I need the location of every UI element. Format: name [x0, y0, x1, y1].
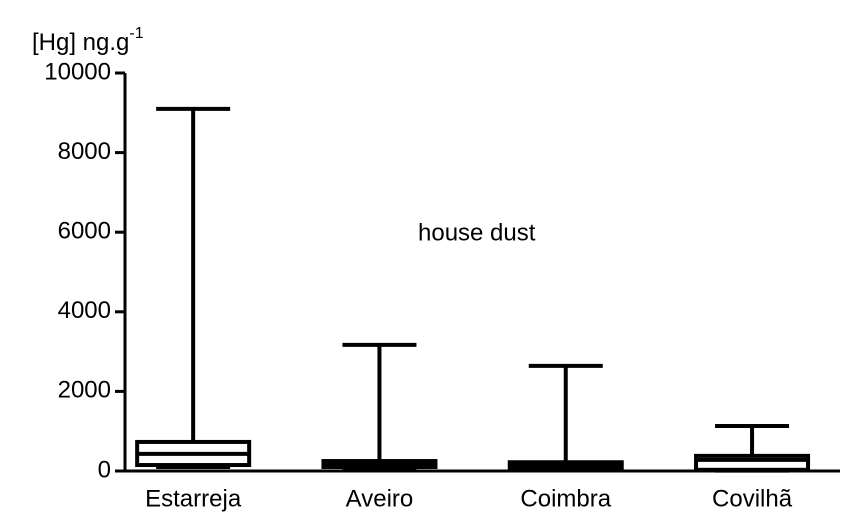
x-tick-label: Coimbra	[520, 485, 611, 512]
x-tick-label: Covilhã	[712, 485, 793, 512]
y-tick-label: 8000	[58, 138, 111, 165]
y-tick-label: 10000	[44, 58, 111, 85]
x-tick-label: Aveiro	[346, 485, 414, 512]
y-tick-label: 4000	[58, 297, 111, 324]
y-tick-label: 2000	[58, 377, 111, 404]
y-tick-label: 6000	[58, 218, 111, 245]
x-tick-label: Estarreja	[145, 485, 242, 512]
y-axis-label: [Hg] ng.g-1	[32, 25, 144, 56]
y-tick-label: 0	[98, 456, 111, 483]
y-axis-label-main: [Hg] ng.g	[32, 29, 129, 56]
y-axis-label-superscript: -1	[129, 25, 143, 42]
annotation: house dust	[418, 219, 536, 246]
